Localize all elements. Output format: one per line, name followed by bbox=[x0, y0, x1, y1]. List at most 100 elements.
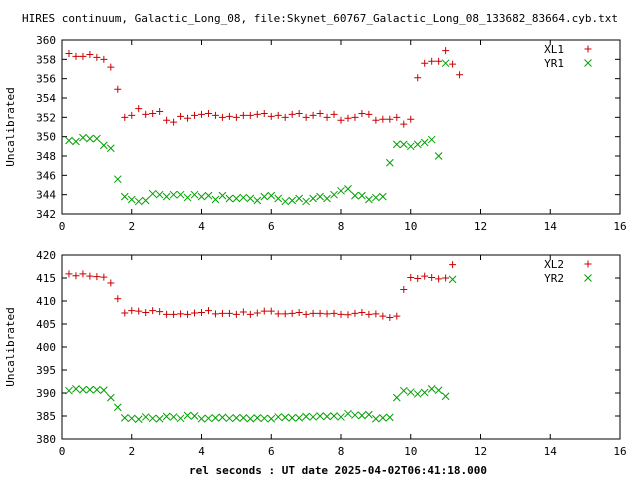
data-point-xl1 bbox=[177, 112, 185, 120]
data-point-yr2 bbox=[302, 412, 310, 421]
data-point-yr1 bbox=[120, 192, 129, 201]
data-point-xl1 bbox=[400, 120, 408, 128]
data-point-yr2 bbox=[72, 385, 80, 393]
data-point-yr2 bbox=[365, 410, 373, 419]
data-point-xl2 bbox=[114, 295, 122, 303]
data-point-xl1 bbox=[351, 113, 359, 121]
plot-frame bbox=[61, 39, 621, 215]
data-point-yr1 bbox=[113, 175, 122, 184]
x-tick-label: 2 bbox=[128, 445, 135, 458]
data-point-xl1 bbox=[211, 111, 219, 119]
data-point-xl2 bbox=[386, 314, 394, 322]
data-point-yr1 bbox=[288, 196, 297, 205]
data-point-xl1 bbox=[414, 74, 422, 82]
data-point-xl2 bbox=[330, 309, 338, 317]
data-point-yr2 bbox=[134, 415, 143, 424]
data-point-xl2 bbox=[337, 310, 345, 318]
data-point-xl2 bbox=[435, 275, 443, 283]
data-point-yr1 bbox=[281, 197, 290, 206]
data-point-yr1 bbox=[99, 141, 108, 150]
data-point-yr2 bbox=[79, 385, 87, 394]
x-tick-label: 16 bbox=[613, 220, 626, 233]
x-tick-label: 14 bbox=[544, 445, 558, 458]
data-point-xl1 bbox=[358, 109, 366, 117]
data-point-xl2 bbox=[170, 310, 178, 318]
data-point-yr1 bbox=[413, 140, 422, 149]
x-tick-label: 6 bbox=[268, 220, 275, 233]
y-tick-label: 348 bbox=[36, 150, 56, 163]
data-point-yr1 bbox=[406, 142, 415, 151]
data-point-yr2 bbox=[218, 413, 227, 422]
data-point-yr2 bbox=[358, 411, 366, 420]
data-point-yr2 bbox=[323, 412, 331, 421]
data-point-xl1 bbox=[260, 109, 268, 117]
data-point-yr2 bbox=[232, 413, 241, 422]
data-point-yr1 bbox=[211, 195, 220, 204]
data-point-xl1 bbox=[225, 112, 233, 120]
data-point-yr2 bbox=[183, 411, 192, 420]
data-point-yr2 bbox=[281, 413, 290, 422]
data-point-xl2 bbox=[358, 309, 366, 316]
data-point-yr2 bbox=[225, 414, 234, 423]
data-point-yr2 bbox=[316, 412, 324, 420]
data-point-yr2 bbox=[406, 388, 415, 396]
data-point-yr2 bbox=[148, 414, 157, 423]
y-tick-label: 385 bbox=[36, 410, 56, 423]
data-point-yr2 bbox=[392, 393, 401, 402]
data-point-yr1 bbox=[204, 191, 213, 200]
data-point-yr1 bbox=[232, 194, 241, 203]
x-tick-label: 12 bbox=[474, 445, 487, 458]
data-point-xl2 bbox=[260, 307, 268, 315]
data-point-xl2 bbox=[65, 270, 73, 278]
data-point-yr2 bbox=[351, 411, 359, 419]
data-point-yr1 bbox=[246, 194, 255, 203]
data-point-yr2 bbox=[65, 386, 73, 395]
data-point-yr1 bbox=[344, 185, 352, 193]
data-point-xl2 bbox=[428, 274, 436, 282]
data-point-xl2 bbox=[135, 307, 143, 315]
y-tick-label: 358 bbox=[36, 53, 56, 66]
data-point-yr1 bbox=[253, 196, 262, 205]
data-point-yr2 bbox=[344, 409, 352, 418]
data-point-yr2 bbox=[260, 414, 269, 423]
data-point-xl1 bbox=[288, 110, 296, 118]
data-point-yr2 bbox=[162, 412, 171, 421]
legend-label: YR1 bbox=[544, 57, 564, 70]
data-point-yr2 bbox=[113, 403, 122, 412]
y-tick-label: 344 bbox=[36, 189, 56, 202]
data-point-yr2 bbox=[441, 392, 450, 401]
data-point-yr2 bbox=[309, 413, 317, 421]
data-point-xl1 bbox=[93, 53, 101, 61]
chart-title: HIRES continuum, Galactic_Long_08, file:… bbox=[22, 12, 619, 25]
data-point-xl2 bbox=[79, 270, 87, 278]
data-point-yr1 bbox=[86, 134, 94, 143]
y-tick-label: 360 bbox=[36, 34, 56, 47]
data-point-yr1 bbox=[106, 144, 115, 153]
data-point-yr2 bbox=[99, 386, 108, 395]
data-point-xl1 bbox=[456, 71, 464, 79]
data-point-yr1 bbox=[330, 190, 338, 199]
y-tick-label: 410 bbox=[36, 295, 56, 308]
data-point-xl2 bbox=[198, 309, 205, 316]
data-point-xl1 bbox=[128, 111, 136, 119]
data-point-xl2 bbox=[302, 310, 310, 318]
data-point-yr1 bbox=[351, 191, 359, 200]
data-point-yr2 bbox=[176, 414, 185, 423]
legend-marker-yr1 bbox=[584, 59, 592, 67]
data-point-xl1 bbox=[442, 47, 450, 55]
data-point-xl2 bbox=[86, 272, 94, 280]
data-point-xl2 bbox=[211, 310, 219, 318]
legend-label: XL2 bbox=[544, 258, 564, 271]
data-point-yr2 bbox=[295, 413, 304, 422]
data-point-xl2 bbox=[344, 311, 352, 319]
data-point-yr2 bbox=[420, 388, 429, 397]
data-point-yr2 bbox=[288, 413, 297, 422]
data-point-yr2 bbox=[127, 414, 136, 423]
data-point-yr1 bbox=[65, 136, 73, 145]
data-point-xl2 bbox=[218, 309, 226, 317]
data-point-yr1 bbox=[127, 195, 136, 204]
data-point-yr2 bbox=[253, 413, 262, 422]
data-point-xl2 bbox=[449, 261, 457, 269]
data-point-xl1 bbox=[135, 105, 143, 113]
